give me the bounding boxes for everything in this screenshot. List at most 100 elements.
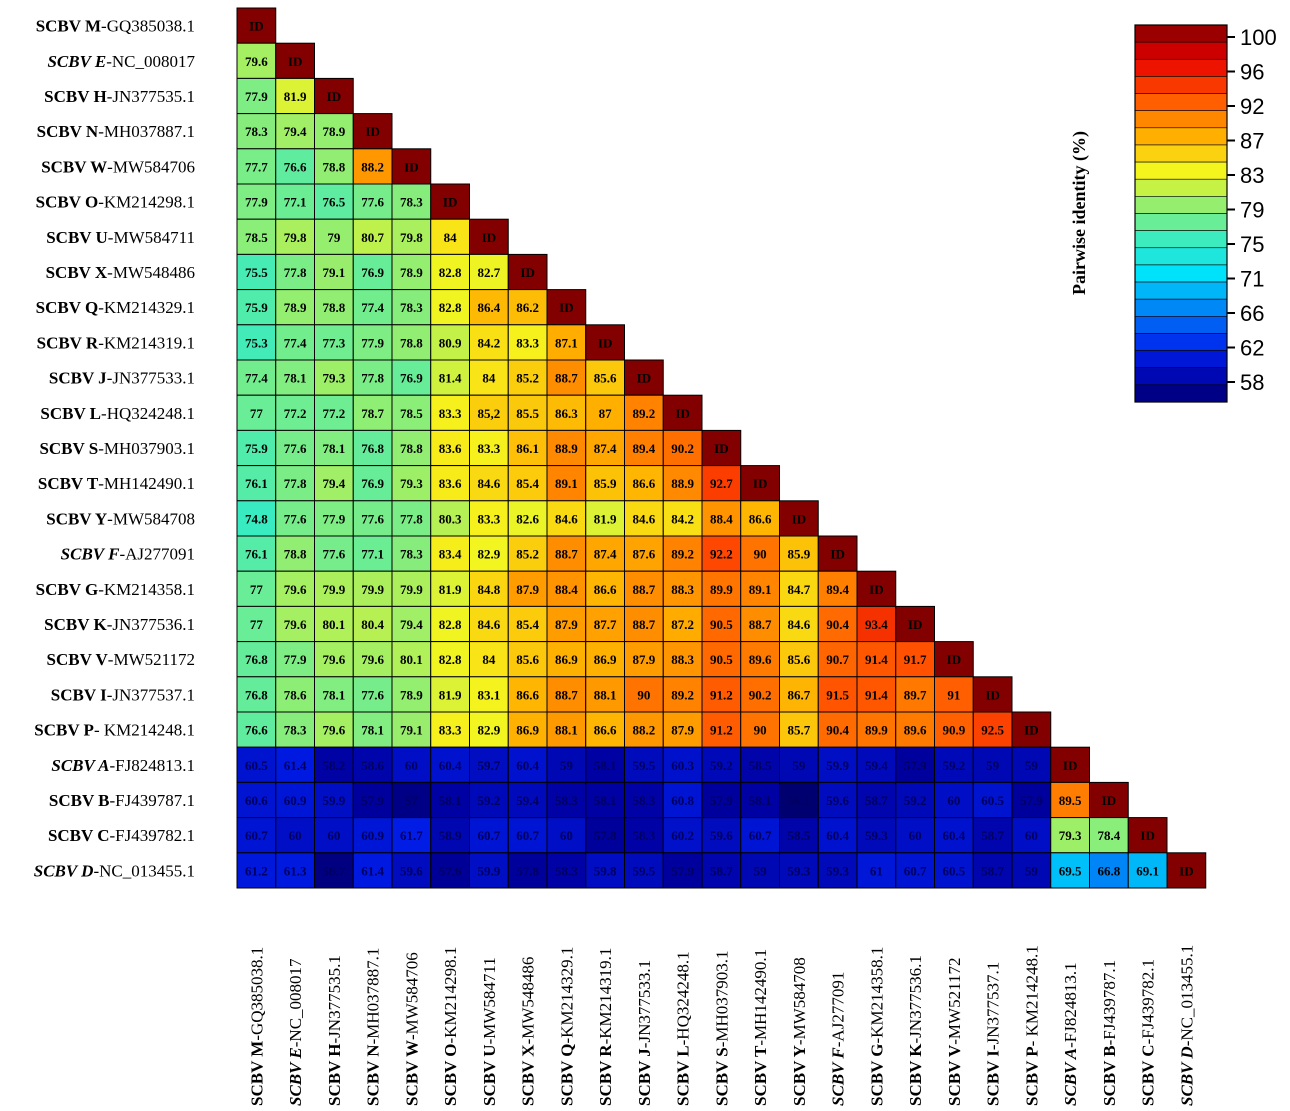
cell-value-label: 90.4 bbox=[826, 723, 849, 738]
cell-value-label: 91.2 bbox=[710, 723, 733, 738]
cell-value-label: 86.6 bbox=[516, 687, 539, 702]
cell-value-label: 79.6 bbox=[323, 723, 346, 738]
cell-value-label: 57.9 bbox=[710, 793, 733, 808]
cell-value-label: 58.5 bbox=[749, 758, 772, 773]
heatmap-cell bbox=[236, 535, 277, 572]
colorbar-tick-label: 100 bbox=[1240, 25, 1277, 50]
colorbar-tick-label: 58 bbox=[1240, 370, 1264, 395]
heatmap-cell bbox=[662, 570, 703, 607]
heatmap-cell bbox=[275, 148, 315, 185]
heatmap-cell bbox=[779, 746, 819, 783]
heatmap-cell bbox=[1050, 781, 1090, 819]
heatmap-cell bbox=[236, 42, 277, 79]
heatmap-cell bbox=[701, 781, 742, 819]
cell-value-label: 78.3 bbox=[400, 195, 423, 210]
diagonal-label: ID bbox=[404, 159, 418, 174]
diagonal-label: ID bbox=[1140, 828, 1154, 843]
cell-value-label: 77.8 bbox=[284, 476, 307, 491]
heatmap-cell bbox=[546, 429, 587, 467]
row-label: SCBV C-FJ439782.1 bbox=[48, 826, 195, 845]
cell-value-label: 77 bbox=[250, 582, 264, 597]
cell-value-label: 87.6 bbox=[633, 547, 656, 562]
column-label: SCBV W-MW584706 bbox=[402, 952, 421, 1106]
heatmap-cell bbox=[314, 500, 354, 537]
cell-value-label: 78.1 bbox=[361, 723, 384, 738]
cell-value-label: 78.9 bbox=[323, 124, 346, 139]
cell-value-label: 60 bbox=[405, 758, 418, 773]
heatmap-cell bbox=[275, 817, 315, 854]
cell-value-label: 78.3 bbox=[284, 723, 307, 738]
row-label: SCBV L-HQ324248.1 bbox=[40, 404, 195, 423]
cell-value-label: 87.1 bbox=[555, 335, 578, 350]
row-label: SCBV I-JN377537.1 bbox=[51, 685, 195, 704]
cell-value-label: 80.4 bbox=[361, 617, 384, 632]
colorbar-tick-label: 66 bbox=[1240, 301, 1264, 326]
heatmap-cell bbox=[469, 711, 509, 748]
cell-value-label: 59 bbox=[986, 758, 1000, 773]
cell-value-label: 61 bbox=[870, 863, 883, 878]
cell-value-label: 90.9 bbox=[943, 723, 966, 738]
cell-value-label: 87.9 bbox=[555, 617, 578, 632]
heatmap-cell bbox=[314, 535, 354, 572]
cell-value-label: 60.3 bbox=[671, 758, 694, 773]
heatmap-cell bbox=[546, 535, 587, 572]
heatmap-cell bbox=[430, 817, 470, 854]
heatmap-cell bbox=[275, 852, 315, 889]
heatmap-cell bbox=[469, 429, 509, 467]
cell-value-label: 89.1 bbox=[749, 582, 772, 597]
cell-value-label: 79.9 bbox=[400, 582, 423, 597]
cell-value-label: 59.9 bbox=[826, 758, 849, 773]
column-label: SCBV M-GQ385038.1 bbox=[247, 947, 266, 1106]
heatmap-cell bbox=[275, 570, 315, 607]
cell-value-label: 85.6 bbox=[788, 652, 811, 667]
cell-value-label: 88.7 bbox=[633, 582, 656, 597]
heatmap-cell bbox=[430, 711, 470, 748]
diagonal-label: ID bbox=[249, 19, 263, 34]
heatmap-cell bbox=[1089, 852, 1129, 889]
heatmap-cell bbox=[1011, 711, 1052, 748]
heatmap-cell bbox=[1050, 817, 1090, 854]
cell-value-label: 84 bbox=[482, 652, 496, 667]
cell-value-label: 61.4 bbox=[361, 863, 384, 878]
cell-value-label: 88.4 bbox=[710, 511, 733, 526]
cell-value-label: 83.3 bbox=[439, 406, 462, 421]
cell-value-label: 76.5 bbox=[323, 195, 346, 210]
cell-value-label: 78.5 bbox=[245, 230, 268, 245]
row-label: SCBV R-KM214319.1 bbox=[37, 333, 195, 352]
cell-value-label: 77.4 bbox=[245, 371, 268, 386]
cell-value-label: 59.9 bbox=[323, 793, 346, 808]
cell-value-label: 84 bbox=[482, 371, 496, 386]
heatmap-cell bbox=[314, 852, 354, 889]
heatmap-cell bbox=[352, 852, 393, 889]
row-label: SCBV Q-KM214329.1 bbox=[36, 298, 195, 317]
column-label: SCBV L-HQ324248.1 bbox=[674, 951, 693, 1106]
cell-value-label: 61.3 bbox=[284, 863, 307, 878]
cell-value-label: 86.9 bbox=[555, 652, 578, 667]
heatmap-cell bbox=[352, 711, 393, 748]
heatmap-cell bbox=[972, 852, 1013, 889]
colorbar-band bbox=[1134, 58, 1228, 77]
cell-value-label: 60 bbox=[289, 828, 302, 843]
cell-value-label: 83.6 bbox=[439, 441, 462, 456]
cell-value-label: 59.6 bbox=[710, 828, 733, 843]
cell-value-label: 88.1 bbox=[555, 723, 578, 738]
cell-value-label: 89.7 bbox=[904, 687, 927, 702]
heatmap-cell bbox=[624, 711, 664, 748]
cell-value-label: 81.4 bbox=[439, 371, 462, 386]
cell-value-label: 58.2 bbox=[323, 758, 346, 773]
heatmap-cell bbox=[430, 535, 470, 572]
cell-value-label: 90 bbox=[754, 547, 767, 562]
heatmap-cell bbox=[779, 852, 819, 889]
cell-value-label: 89.5 bbox=[1059, 793, 1082, 808]
heatmap-cell bbox=[817, 676, 858, 713]
cell-value-label: 92.7 bbox=[710, 476, 733, 491]
colorbar-band bbox=[1134, 110, 1228, 129]
diagonal-label: ID bbox=[869, 582, 883, 597]
cell-value-label: 76.6 bbox=[284, 159, 307, 174]
diagonal-label: ID bbox=[559, 300, 573, 315]
cell-value-label: 78.1 bbox=[323, 441, 346, 456]
cell-value-label: 59 bbox=[754, 863, 768, 878]
cell-value-label: 77.6 bbox=[284, 511, 307, 526]
cell-value-label: 86.6 bbox=[749, 511, 772, 526]
heatmap-cell bbox=[1089, 817, 1129, 854]
